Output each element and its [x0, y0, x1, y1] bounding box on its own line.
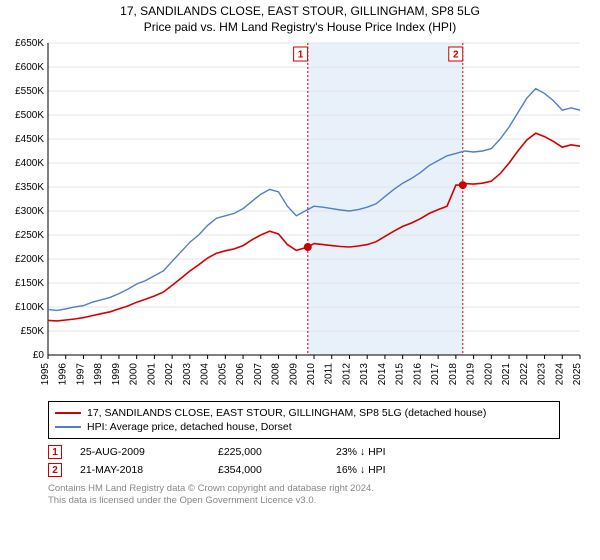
- legend-swatch: [55, 412, 81, 414]
- svg-text:£550K: £550K: [15, 86, 44, 97]
- svg-text:1996: 1996: [58, 363, 69, 386]
- svg-text:£350K: £350K: [15, 182, 44, 193]
- footer-line-2: This data is licensed under the Open Gov…: [48, 495, 560, 507]
- marker-badge: 1: [48, 445, 62, 459]
- marker-price: £354,000: [218, 464, 318, 476]
- svg-text:2017: 2017: [430, 363, 441, 386]
- legend-swatch: [55, 426, 81, 428]
- svg-text:2009: 2009: [288, 363, 299, 386]
- svg-text:2022: 2022: [519, 363, 530, 386]
- svg-text:2016: 2016: [412, 363, 423, 386]
- svg-text:1998: 1998: [93, 363, 104, 386]
- svg-text:2010: 2010: [306, 363, 317, 386]
- legend: 17, SANDILANDS CLOSE, EAST STOUR, GILLIN…: [48, 401, 560, 439]
- svg-text:£250K: £250K: [15, 230, 44, 241]
- legend-item: HPI: Average price, detached house, Dors…: [55, 420, 553, 434]
- svg-text:2024: 2024: [554, 363, 565, 386]
- svg-text:2018: 2018: [448, 363, 459, 386]
- svg-text:£50K: £50K: [21, 326, 45, 337]
- svg-text:£200K: £200K: [15, 254, 44, 265]
- svg-text:2007: 2007: [253, 363, 264, 386]
- svg-text:£0: £0: [33, 350, 45, 361]
- marker-row: 1 25-AUG-2009 £225,000 23% ↓ HPI: [48, 443, 560, 461]
- marker-table: 1 25-AUG-2009 £225,000 23% ↓ HPI 2 21-MAY-201…: [48, 443, 560, 479]
- svg-text:2019: 2019: [466, 363, 477, 386]
- svg-text:£300K: £300K: [15, 206, 44, 217]
- svg-text:2005: 2005: [217, 363, 228, 386]
- svg-text:£450K: £450K: [15, 134, 44, 145]
- svg-text:1995: 1995: [40, 363, 51, 386]
- chart-title: 17, SANDILANDS CLOSE, EAST STOUR, GILLIN…: [0, 0, 600, 35]
- line-chart: £0 £50K £100K £150K £200K £250K £300K £350K £400…: [0, 35, 600, 395]
- svg-text:£400K: £400K: [15, 158, 44, 169]
- svg-text:2014: 2014: [377, 363, 388, 386]
- title-line-2: Price paid vs. HM Land Registry's House …: [0, 20, 600, 36]
- svg-text:2012: 2012: [341, 363, 352, 386]
- svg-text:£500K: £500K: [15, 110, 44, 121]
- title-line-1: 17, SANDILANDS CLOSE, EAST STOUR, GILLIN…: [0, 4, 600, 20]
- svg-text:2003: 2003: [182, 363, 193, 386]
- svg-text:2015: 2015: [395, 363, 406, 386]
- marker-date: 25-AUG-2009: [80, 446, 200, 458]
- svg-text:1999: 1999: [111, 363, 122, 386]
- marker-date: 21-MAY-2018: [80, 464, 200, 476]
- svg-text:£650K: £650K: [15, 38, 44, 49]
- legend-label: HPI: Average price, detached house, Dors…: [87, 421, 292, 433]
- svg-text:2023: 2023: [537, 363, 548, 386]
- svg-text:2004: 2004: [200, 363, 211, 386]
- marker-delta: 23% ↓ HPI: [336, 446, 456, 458]
- svg-text:2001: 2001: [146, 363, 157, 386]
- svg-text:2008: 2008: [271, 363, 282, 386]
- svg-text:2000: 2000: [129, 363, 140, 386]
- svg-text:2013: 2013: [359, 363, 370, 386]
- attribution-footer: Contains HM Land Registry data © Crown c…: [48, 483, 560, 507]
- legend-label: 17, SANDILANDS CLOSE, EAST STOUR, GILLIN…: [87, 407, 486, 419]
- svg-text:1997: 1997: [75, 363, 86, 386]
- marker-price: £225,000: [218, 446, 318, 458]
- svg-text:2011: 2011: [324, 363, 335, 385]
- footer-line-1: Contains HM Land Registry data © Crown c…: [48, 483, 560, 495]
- svg-text:2020: 2020: [483, 363, 494, 386]
- svg-text:£600K: £600K: [15, 62, 44, 73]
- svg-text:1: 1: [298, 50, 304, 61]
- svg-text:2: 2: [453, 50, 459, 61]
- svg-text:£150K: £150K: [15, 278, 44, 289]
- svg-text:2002: 2002: [164, 363, 175, 386]
- svg-text:£100K: £100K: [15, 302, 44, 313]
- marker-delta: 16% ↓ HPI: [336, 464, 456, 476]
- svg-text:2006: 2006: [235, 363, 246, 386]
- svg-text:2025: 2025: [572, 363, 583, 386]
- marker-row: 2 21-MAY-2018 £354,000 16% ↓ HPI: [48, 461, 560, 479]
- marker-badge: 2: [48, 463, 62, 477]
- legend-item: 17, SANDILANDS CLOSE, EAST STOUR, GILLIN…: [55, 406, 553, 420]
- chart-area: £0 £50K £100K £150K £200K £250K £300K £350K £400…: [0, 35, 600, 395]
- svg-text:2021: 2021: [501, 363, 512, 386]
